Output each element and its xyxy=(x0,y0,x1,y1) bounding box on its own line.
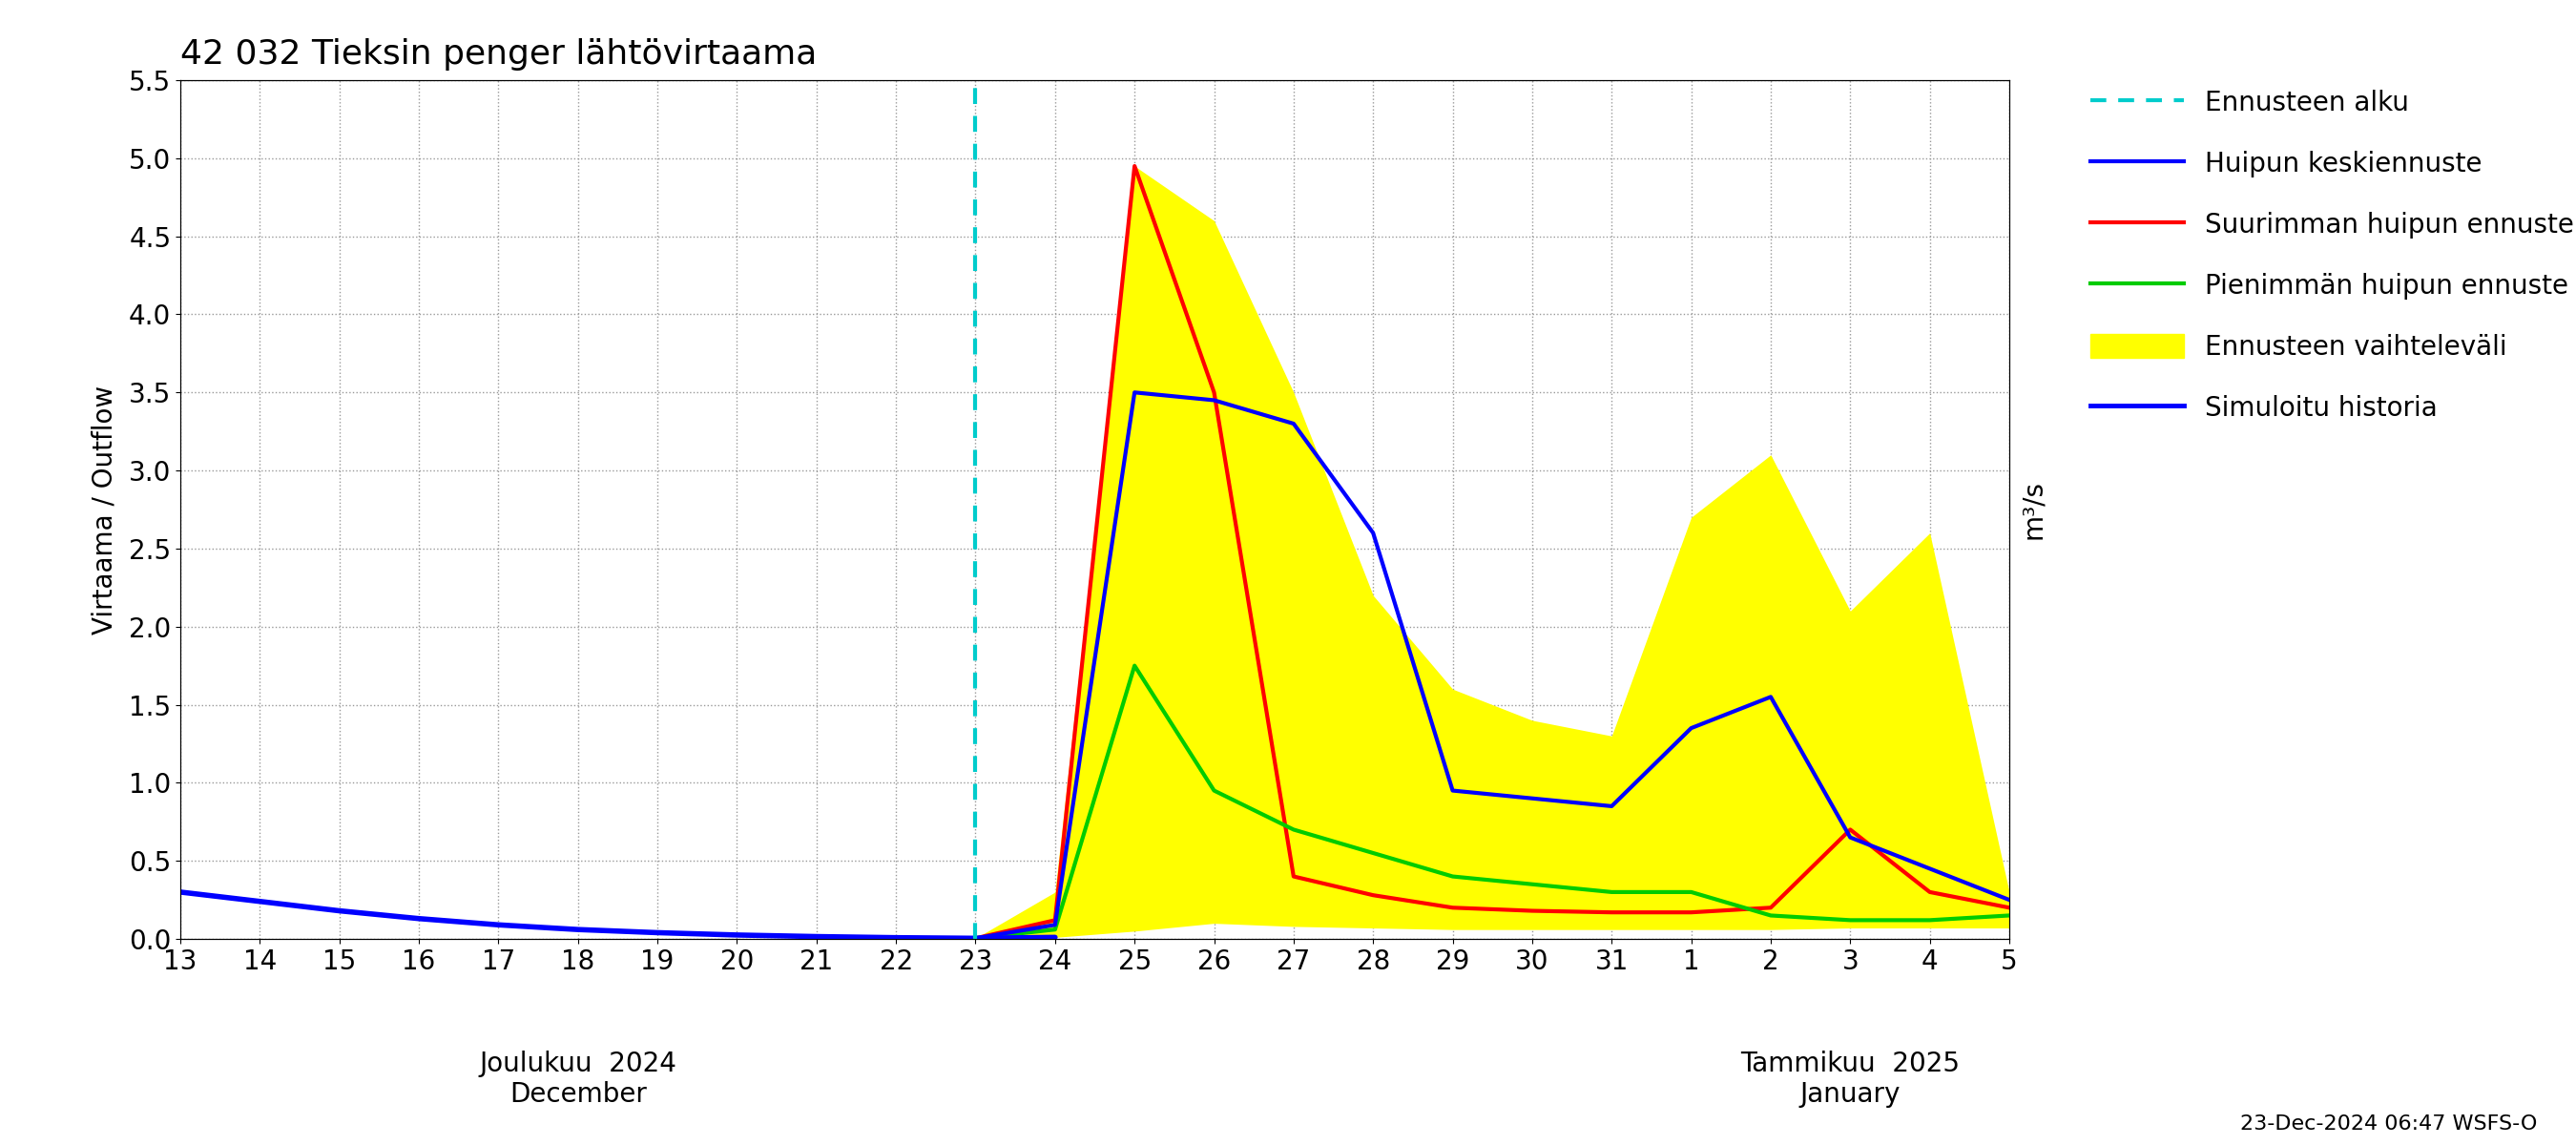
Text: 42 032 Tieksin penger lähtövirtaama: 42 032 Tieksin penger lähtövirtaama xyxy=(180,39,817,71)
Text: 23-Dec-2024 06:47 WSFS-O: 23-Dec-2024 06:47 WSFS-O xyxy=(2241,1114,2537,1134)
Y-axis label: Virtaama / Outflow: Virtaama / Outflow xyxy=(90,385,118,634)
Text: Tammikuu  2025
January: Tammikuu 2025 January xyxy=(1741,1051,1960,1108)
Text: Joulukuu  2024
December: Joulukuu 2024 December xyxy=(479,1051,677,1108)
Y-axis label: m³/s: m³/s xyxy=(2020,480,2045,539)
Legend: Ennusteen alku, Huipun keskiennuste, Suurimman huipun ennuste, Pienimmän huipun : Ennusteen alku, Huipun keskiennuste, Suu… xyxy=(2076,77,2576,435)
